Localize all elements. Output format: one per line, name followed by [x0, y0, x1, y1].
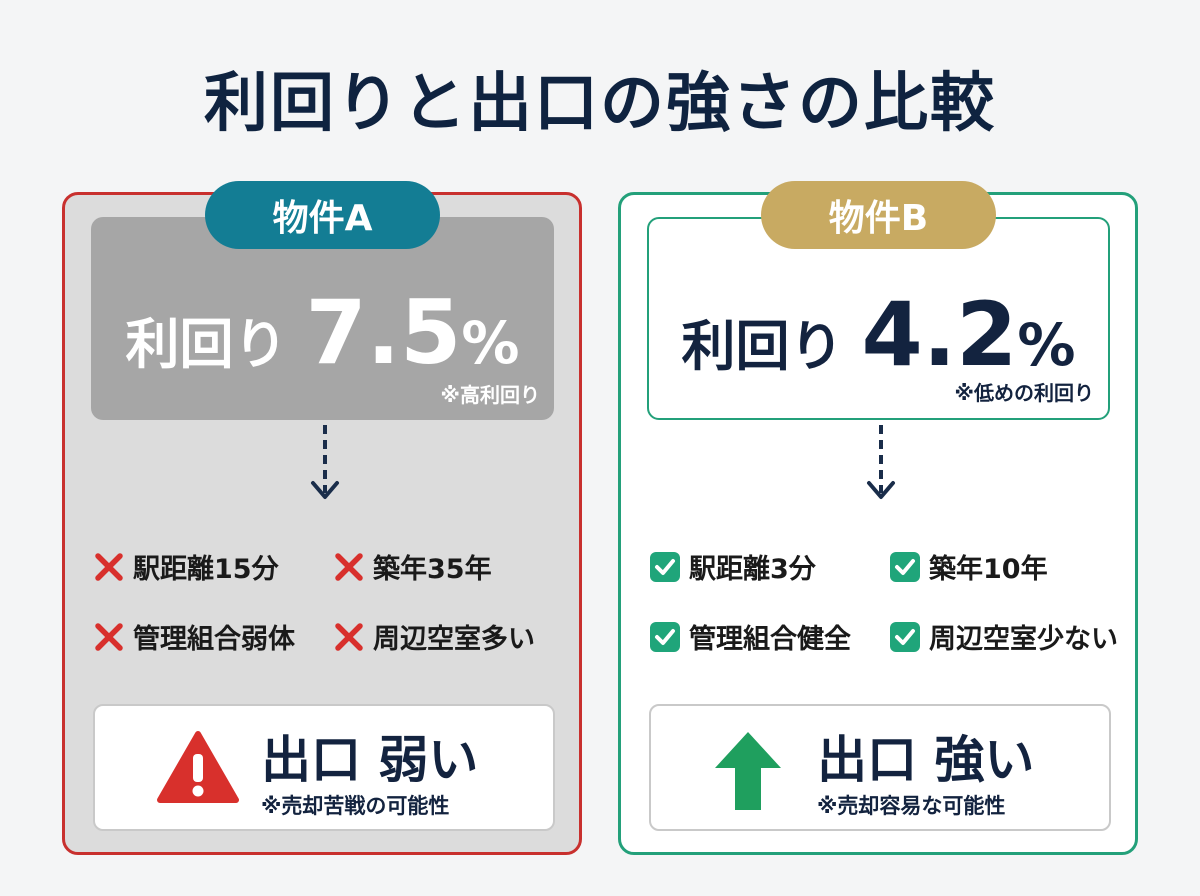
condition-item: 築年10年 — [889, 547, 1048, 586]
cross-icon — [335, 622, 363, 651]
condition-text: 築年35年 — [373, 554, 492, 585]
yield-line: 利回り 7.5% — [91, 281, 554, 384]
yield-number: 7.5 — [305, 281, 462, 384]
arrow-head — [867, 481, 895, 499]
yield-box: 利回り 7.5% ※高利回り — [91, 217, 554, 420]
yield-box: 利回り 4.2% ※低めの利回り — [647, 217, 1110, 420]
outcome-icon — [157, 730, 239, 808]
condition-text: 周辺空室少ない — [929, 624, 1118, 655]
condition-text: 駅距離3分 — [689, 554, 816, 585]
outcome-box: 出口 強い ※売却容易な可能性 — [649, 704, 1111, 831]
condition-text: 築年10年 — [929, 554, 1048, 585]
title: 利回りと出口の強さの比較 — [204, 67, 996, 141]
cross-icon — [335, 552, 363, 581]
condition-item: 周辺空室少ない — [889, 617, 1118, 656]
check — [895, 628, 915, 645]
check-icon — [890, 551, 920, 582]
arrow-wrap — [864, 423, 898, 507]
cross — [335, 552, 363, 581]
check-box — [650, 551, 680, 582]
check-icon — [890, 621, 920, 652]
cross-icon — [95, 622, 123, 651]
check-box — [890, 551, 920, 582]
warning-icon — [157, 731, 239, 803]
cross — [335, 622, 363, 651]
yield-label: 利回り — [681, 315, 844, 378]
condition-item: 駅距離15分 — [93, 547, 279, 586]
outcome-note: ※売却容易な可能性 — [817, 794, 1006, 818]
check-icon — [650, 621, 680, 652]
check-icon — [650, 551, 680, 582]
card: 利回り 7.5% ※高利回り 物件A 駅距離15分 築年35年管理組合弱体 周辺空室多い出口… — [62, 181, 582, 855]
up-arrow-icon — [715, 732, 781, 810]
outcome-box: 出口 弱い ※売却苦戦の可能性 — [93, 704, 555, 831]
condition-text: 周辺空室多い — [373, 624, 535, 655]
check-box — [650, 621, 680, 652]
condition-item: 管理組合健全 — [649, 617, 851, 656]
cross — [95, 552, 123, 581]
yield-label: 利回り — [125, 313, 288, 376]
down-arrow — [311, 425, 339, 499]
check-box — [890, 621, 920, 652]
check — [895, 558, 915, 575]
badge: 物件B — [761, 181, 996, 249]
arrow-head — [311, 481, 339, 499]
yield-note: ※低めの利回り — [954, 381, 1094, 405]
arrow-wrap — [308, 423, 342, 507]
condition-item: 築年35年 — [333, 547, 492, 586]
outcome-title: 出口 強い — [817, 731, 1035, 789]
cross-icon — [95, 552, 123, 581]
yield-number: 4.2 — [861, 283, 1018, 386]
outcome-note: ※売却苦戦の可能性 — [261, 794, 450, 818]
condition-item: 管理組合弱体 — [93, 617, 295, 656]
condition-text: 管理組合健全 — [689, 624, 851, 655]
condition-item: 駅距離3分 — [649, 547, 816, 586]
yield-line: 利回り 4.2% — [649, 283, 1108, 386]
condition-text: 駅距離15分 — [133, 554, 279, 585]
outcome-title: 出口 弱い — [261, 731, 479, 789]
condition-item: 周辺空室多い — [333, 617, 535, 656]
condition-text: 管理組合弱体 — [133, 624, 295, 655]
check — [655, 558, 675, 575]
down-arrow — [867, 425, 895, 499]
cross — [95, 622, 123, 651]
exclamation-bar — [193, 754, 203, 782]
yield-unit: % — [1017, 311, 1076, 379]
exclamation-dot — [192, 785, 204, 797]
up-arrow — [715, 732, 781, 810]
yield-unit: % — [461, 309, 520, 377]
outcome-icon — [713, 730, 783, 816]
check — [655, 628, 675, 645]
yield-note: ※高利回り — [440, 383, 540, 407]
badge: 物件A — [205, 181, 440, 249]
card: 利回り 4.2% ※低めの利回り 物件B 駅距離3分 築年10年管理組合健全 周辺空室少ない… — [618, 181, 1138, 855]
